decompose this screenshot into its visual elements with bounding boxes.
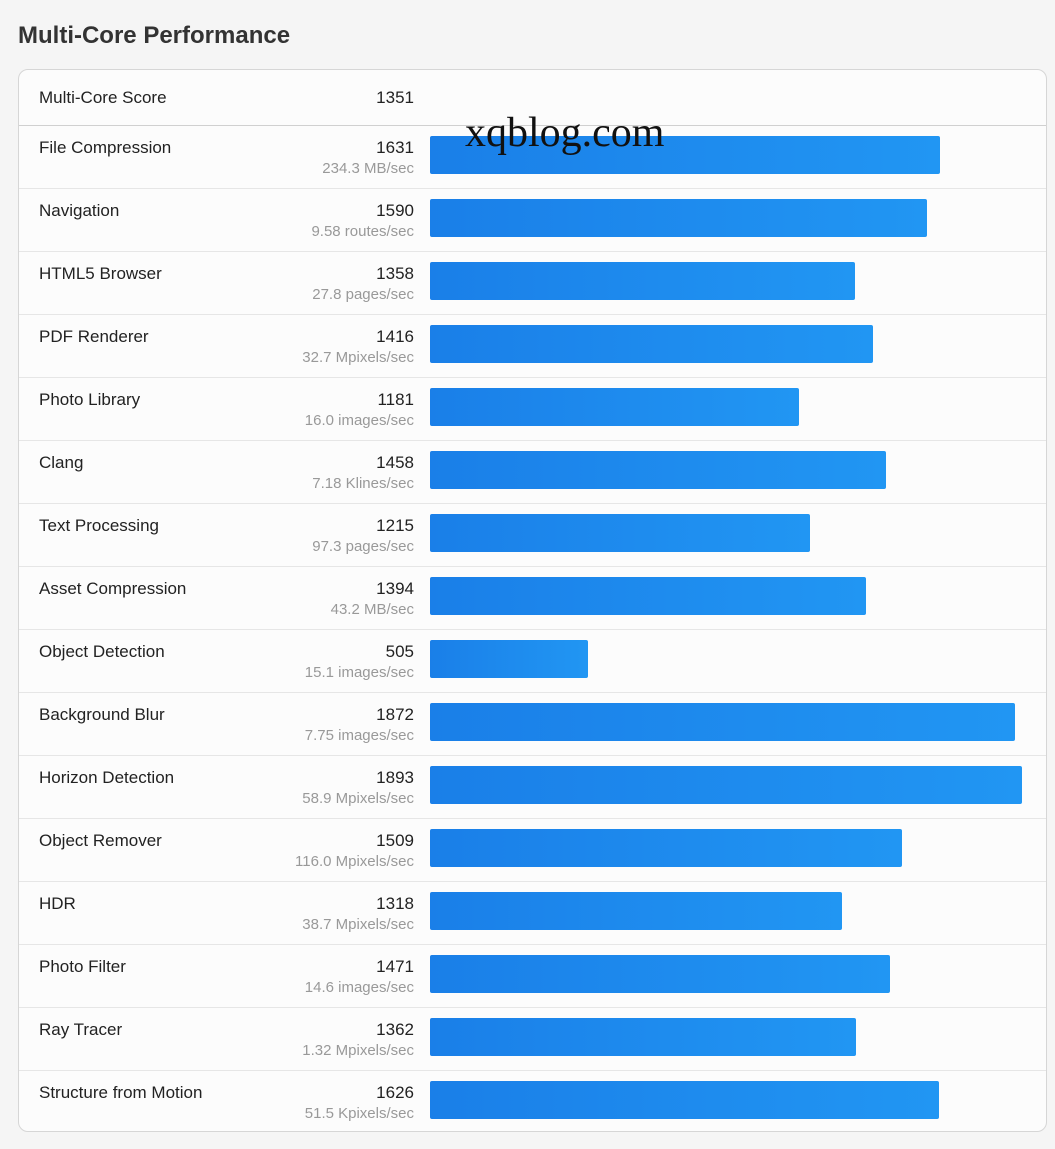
section-title: Multi-Core Performance bbox=[18, 22, 291, 49]
benchmark-bar bbox=[430, 640, 588, 678]
benchmark-rate: 16.0 images/sec bbox=[304, 412, 414, 429]
benchmark-rate: 7.18 Klines/sec bbox=[312, 475, 414, 492]
benchmark-rate: 32.7 Mpixels/sec bbox=[302, 349, 414, 366]
benchmark-bar bbox=[430, 136, 940, 174]
multi-core-score-row: Multi-Core Score 1351 bbox=[19, 70, 1046, 126]
benchmark-rate: 9.58 routes/sec bbox=[311, 223, 414, 240]
benchmark-name: Horizon Detection bbox=[39, 768, 175, 787]
benchmark-row: Object Detection 505 15.1 images/sec bbox=[19, 630, 1046, 693]
benchmark-bar bbox=[430, 199, 927, 237]
score-value: 1351 bbox=[376, 88, 414, 107]
benchmark-name: Text Processing bbox=[39, 516, 159, 535]
benchmark-score: 1631 bbox=[376, 138, 414, 157]
benchmark-row: HDR 1318 38.7 Mpixels/sec bbox=[19, 882, 1046, 945]
benchmark-row: Horizon Detection 1893 58.9 Mpixels/sec bbox=[19, 756, 1046, 819]
benchmark-bar bbox=[430, 1081, 939, 1119]
benchmark-row: Text Processing 1215 97.3 pages/sec bbox=[19, 504, 1046, 567]
benchmark-rate: 15.1 images/sec bbox=[304, 664, 414, 681]
benchmark-rate: 1.32 Mpixels/sec bbox=[302, 1042, 414, 1059]
benchmark-row: Photo Library 1181 16.0 images/sec bbox=[19, 378, 1046, 441]
benchmark-score: 1872 bbox=[376, 705, 414, 724]
benchmark-name: Navigation bbox=[39, 201, 120, 220]
benchmark-name: Object Remover bbox=[39, 831, 162, 850]
benchmark-row: Background Blur 1872 7.75 images/sec bbox=[19, 693, 1046, 756]
benchmark-rate: 38.7 Mpixels/sec bbox=[302, 916, 414, 933]
benchmark-bar bbox=[430, 955, 890, 993]
benchmark-bar bbox=[430, 514, 810, 552]
benchmark-score: 1590 bbox=[376, 201, 414, 220]
benchmark-score: 1181 bbox=[377, 390, 414, 409]
benchmark-bar bbox=[430, 262, 855, 300]
benchmark-name: HDR bbox=[39, 894, 76, 913]
benchmark-rate: 97.3 pages/sec bbox=[312, 538, 414, 555]
benchmark-row: Photo Filter 1471 14.6 images/sec bbox=[19, 945, 1046, 1008]
benchmark-rate: 51.5 Kpixels/sec bbox=[304, 1105, 414, 1122]
benchmark-rate: 58.9 Mpixels/sec bbox=[302, 790, 414, 807]
benchmark-name: Asset Compression bbox=[39, 579, 187, 598]
benchmark-bar bbox=[430, 1018, 856, 1056]
benchmark-row: Clang 1458 7.18 Klines/sec bbox=[19, 441, 1046, 504]
benchmark-name: Structure from Motion bbox=[39, 1083, 203, 1102]
benchmark-list: File Compression 1631 234.3 MB/sec Navigati… bbox=[19, 126, 1046, 1131]
benchmark-name: Background Blur bbox=[39, 705, 165, 724]
benchmark-row: Ray Tracer 1362 1.32 Mpixels/sec bbox=[19, 1008, 1046, 1071]
benchmark-bar bbox=[430, 766, 1022, 804]
benchmark-score: 1318 bbox=[376, 894, 414, 913]
benchmark-bar bbox=[430, 325, 873, 363]
benchmark-rate: 14.6 images/sec bbox=[304, 979, 414, 996]
benchmark-row: PDF Renderer 1416 32.7 Mpixels/sec bbox=[19, 315, 1046, 378]
benchmark-bar bbox=[430, 451, 886, 489]
benchmark-name: File Compression bbox=[39, 138, 172, 157]
benchmark-name: Ray Tracer bbox=[39, 1020, 123, 1039]
benchmark-row: Object Remover 1509 116.0 Mpixels/sec bbox=[19, 819, 1046, 882]
benchmark-name: Photo Filter bbox=[39, 957, 126, 976]
benchmark-score: 1509 bbox=[376, 831, 414, 850]
benchmark-bar bbox=[430, 577, 866, 615]
benchmark-score: 1394 bbox=[376, 579, 414, 598]
benchmark-score: 1362 bbox=[376, 1020, 414, 1039]
benchmark-score: 1471 bbox=[376, 957, 414, 976]
benchmark-row: Navigation 1590 9.58 routes/sec bbox=[19, 189, 1046, 252]
benchmark-bar bbox=[430, 388, 799, 426]
benchmark-row: Asset Compression 1394 43.2 MB/sec bbox=[19, 567, 1046, 630]
benchmark-row: Structure from Motion 1626 51.5 Kpixels/se… bbox=[19, 1071, 1046, 1131]
benchmark-rate: 27.8 pages/sec bbox=[312, 286, 414, 303]
benchmark-rate: 116.0 Mpixels/sec bbox=[295, 853, 414, 870]
benchmark-bar bbox=[430, 703, 1015, 741]
benchmark-row: File Compression 1631 234.3 MB/sec bbox=[19, 126, 1046, 189]
benchmark-rate: 7.75 images/sec bbox=[304, 727, 414, 744]
benchmark-name: Clang bbox=[39, 453, 84, 472]
benchmark-score: 1215 bbox=[376, 516, 414, 535]
benchmark-rate: 234.3 MB/sec bbox=[322, 160, 414, 177]
benchmark-name: HTML5 Browser bbox=[39, 264, 162, 283]
benchmark-score: 1893 bbox=[376, 768, 414, 787]
benchmark-name: Photo Library bbox=[39, 390, 141, 409]
benchmark-card: Multi-Core Score 1351 File Compression 16… bbox=[18, 69, 1047, 1132]
benchmark-score: 1416 bbox=[376, 327, 414, 346]
benchmark-score: 1358 bbox=[376, 264, 414, 283]
benchmark-score: 1458 bbox=[376, 453, 414, 472]
benchmark-rate: 43.2 MB/sec bbox=[330, 601, 414, 618]
benchmark-bar bbox=[430, 829, 902, 867]
benchmark-name: Object Detection bbox=[39, 642, 165, 661]
benchmark-score: 505 bbox=[385, 642, 414, 661]
score-label: Multi-Core Score bbox=[39, 88, 167, 107]
benchmark-row: HTML5 Browser 1358 27.8 pages/sec bbox=[19, 252, 1046, 315]
benchmark-score: 1626 bbox=[376, 1083, 414, 1102]
benchmark-bar bbox=[430, 892, 842, 930]
benchmark-name: PDF Renderer bbox=[39, 327, 149, 346]
